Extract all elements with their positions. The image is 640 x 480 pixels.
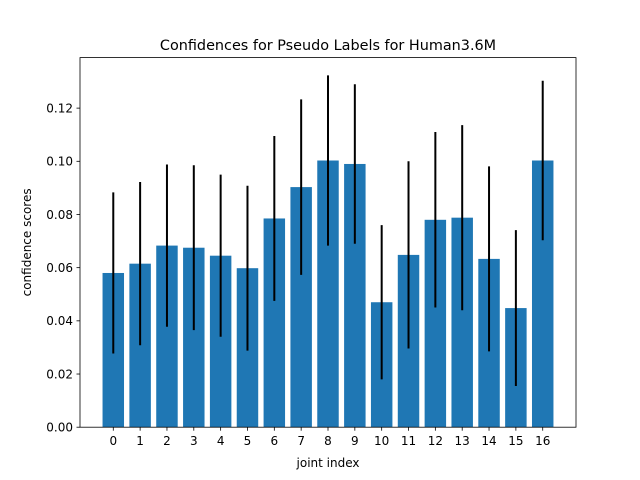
bar-joint-8 (317, 160, 339, 428)
bar-joint-13 (451, 217, 473, 428)
x-tick-label: 16 (535, 434, 550, 448)
x-tick-label: 0 (109, 434, 117, 448)
plot-frame (79, 57, 577, 428)
x-tick-label: 2 (163, 434, 171, 448)
y-axis-label: confidence scores (20, 188, 34, 296)
y-axis: 0.00 0.02 0.04 0.06 0.08 0.10 0.12 (46, 101, 80, 435)
x-tick-label: 6 (271, 434, 279, 448)
bar-joint-6 (263, 218, 286, 428)
bar-joint-16 (531, 160, 554, 428)
y-tick-label: 0.10 (46, 155, 73, 169)
bar-joint-7 (290, 187, 312, 428)
x-tick-label: 9 (351, 434, 359, 448)
x-tick-label: 11 (401, 434, 416, 448)
x-axis: 0 1 2 3 4 5 6 7 8 9 10 11 12 13 14 15 16 (109, 427, 550, 448)
x-tick-label: 14 (481, 434, 496, 448)
bar-joint-3 (183, 247, 205, 428)
bar-joint-9 (344, 163, 366, 428)
error-bars-group (112, 75, 544, 386)
y-tick-label: 0.08 (46, 208, 73, 222)
y-tick-label: 0.12 (46, 101, 73, 115)
y-tick-label: 0.02 (46, 367, 73, 381)
y-tick-label: 0.00 (46, 421, 73, 435)
x-tick-label: 5 (244, 434, 252, 448)
x-axis-label: joint index (296, 456, 360, 470)
x-tick-label: 15 (508, 434, 523, 448)
bar-joint-2 (156, 245, 178, 428)
x-tick-label: 7 (297, 434, 305, 448)
x-tick-label: 13 (455, 434, 470, 448)
y-tick-label: 0.04 (46, 314, 73, 328)
chart-title: Confidences for Pseudo Labels for Human3… (160, 38, 496, 54)
x-tick-label: 10 (374, 434, 389, 448)
x-tick-label: 4 (217, 434, 225, 448)
x-tick-label: 1 (136, 434, 144, 448)
x-tick-label: 3 (190, 434, 198, 448)
bar-joint-4 (209, 255, 232, 428)
x-tick-label: 12 (428, 434, 443, 448)
bar-joint-12 (424, 219, 447, 428)
y-tick-label: 0.06 (46, 261, 73, 275)
bar-joint-1 (129, 263, 151, 428)
x-tick-label: 8 (324, 434, 332, 448)
bars-group (102, 160, 554, 428)
